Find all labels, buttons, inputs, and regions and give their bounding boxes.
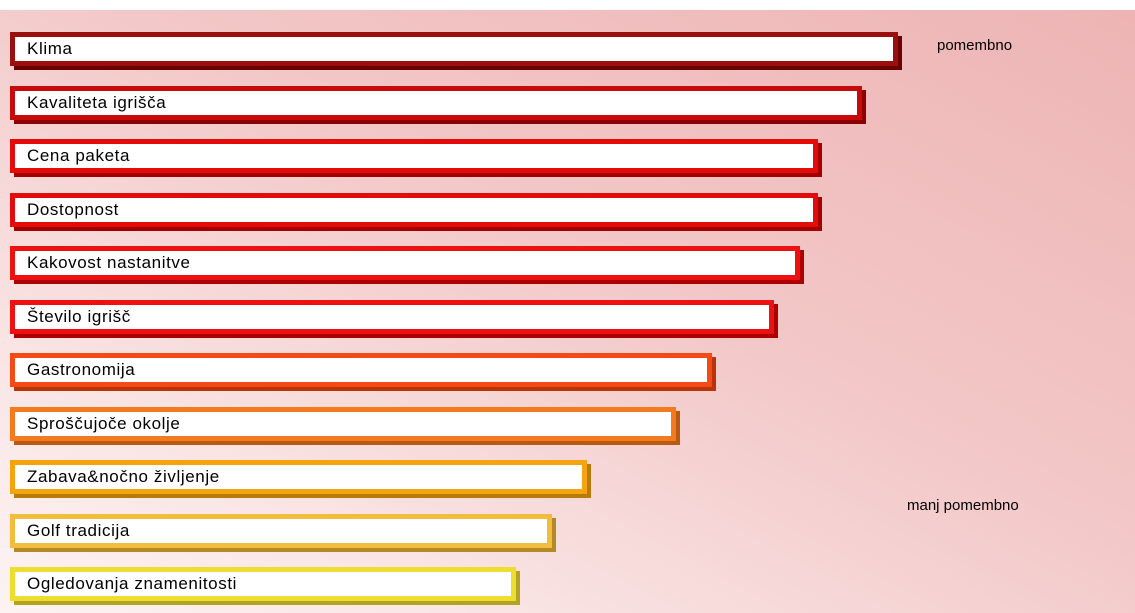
bar: Golf tradicija xyxy=(10,513,552,548)
chart-canvas: Klima Kavaliteta igrišča Cena paketa Dostop… xyxy=(0,10,1135,613)
bar: Dostopnost xyxy=(10,192,819,227)
bar: Klima xyxy=(10,32,898,66)
bar: Število igrišč xyxy=(10,299,774,334)
bar-label: Kakovost nastanitve xyxy=(27,253,191,272)
bar-label: Klima xyxy=(27,39,73,58)
bar-label: Ogledovanja znamenitosti xyxy=(27,574,238,593)
bar: Kavaliteta igrišča xyxy=(10,85,863,120)
bar-label: Gastronomija xyxy=(27,360,136,379)
bar-label: Število igrišč xyxy=(27,306,131,326)
bar: Gastronomija xyxy=(10,353,712,387)
bar-label: Dostopnost xyxy=(27,199,119,219)
bar: Zabava&nočno življenje xyxy=(10,460,588,494)
bar-label: Sproščujoče okolje xyxy=(27,413,181,433)
bar: Kakovost nastanitve xyxy=(10,246,801,280)
bar: Cena paketa xyxy=(10,139,819,173)
bar: Sproščujoče okolje xyxy=(10,406,676,441)
bar-label: Golf tradicija xyxy=(27,520,130,540)
bar-label: Cena paketa xyxy=(27,146,131,165)
bar-label: Kavaliteta igrišča xyxy=(27,92,167,112)
bar: Ogledovanja znamenitosti xyxy=(10,567,517,601)
annotation-important: pomembno xyxy=(937,37,1013,54)
annotation-less-important: manj pomembno xyxy=(907,497,1019,514)
bar-label: Zabava&nočno življenje xyxy=(27,467,220,486)
